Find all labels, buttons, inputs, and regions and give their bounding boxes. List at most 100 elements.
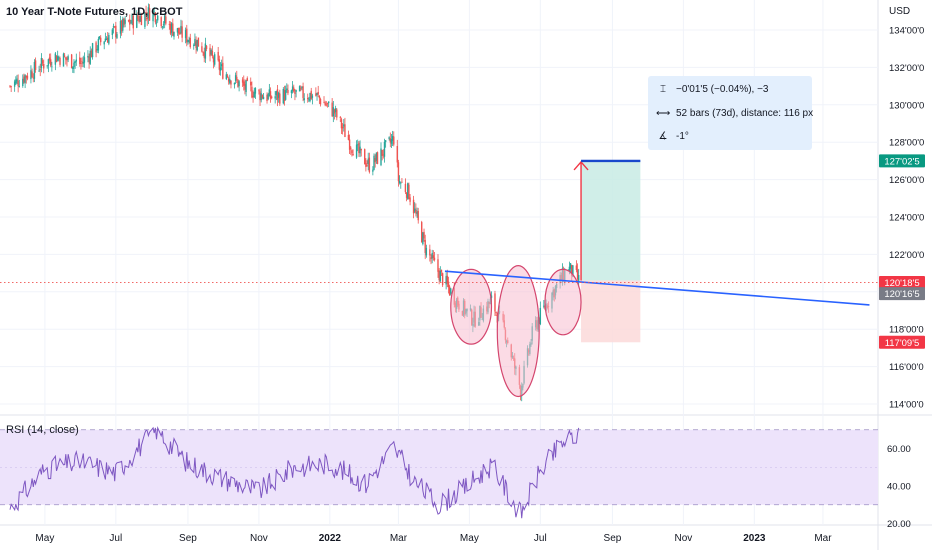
candle-body <box>130 22 132 24</box>
candle-body <box>430 257 432 260</box>
candle-body <box>365 163 367 167</box>
candle-body <box>284 90 287 100</box>
candle-body <box>98 36 101 39</box>
candle-body <box>416 212 418 215</box>
candle-body <box>213 54 216 65</box>
x-tick-label: Mar <box>390 533 408 544</box>
candle-body <box>48 57 51 61</box>
candle-body <box>283 89 286 101</box>
candle-body <box>43 63 45 69</box>
candle-body <box>367 158 369 165</box>
candle-body <box>391 135 394 141</box>
candle-body <box>132 15 134 29</box>
candle-body <box>111 29 114 36</box>
candle-body <box>295 89 297 92</box>
candle-body <box>140 15 143 26</box>
candle-body <box>315 93 317 96</box>
candle-body <box>236 76 238 80</box>
x-tick-label: Jul <box>534 533 547 544</box>
candle-body <box>293 87 295 92</box>
candle-body <box>490 295 493 298</box>
rsi-tick-label: 60.00 <box>887 444 911 455</box>
candle-body <box>298 86 301 92</box>
candle-body <box>83 57 86 63</box>
candle-body <box>445 276 447 285</box>
candle-body <box>241 79 244 83</box>
candle-body <box>397 162 400 182</box>
x-tick-label: Sep <box>179 533 197 544</box>
candle-body <box>197 37 200 47</box>
candle-body <box>409 197 411 202</box>
candle-body <box>250 81 252 86</box>
candle-body <box>274 96 276 99</box>
candle-body <box>343 124 345 127</box>
candle-body <box>162 24 165 26</box>
candle-body <box>414 208 416 212</box>
candle-body <box>196 39 198 51</box>
candle-body <box>398 181 401 183</box>
candle-body <box>319 98 322 105</box>
measure-price-text: −0'01'5 (−0.04%), −3 <box>676 83 769 95</box>
candle-body <box>230 80 232 85</box>
candle-body <box>122 18 124 31</box>
stop-price-tag-text: 117'09'5 <box>885 338 920 349</box>
candle-body <box>277 92 280 98</box>
candle-body <box>9 85 11 87</box>
candle-body <box>212 57 215 63</box>
x-tick-label: Jul <box>109 533 122 544</box>
candle-body <box>103 41 105 45</box>
candle-body <box>382 154 385 156</box>
candle-body <box>279 93 281 104</box>
candle-body <box>40 57 43 69</box>
candle-body <box>417 210 419 221</box>
candle-body <box>323 102 325 104</box>
loss-zone <box>581 280 641 343</box>
candle-body <box>254 88 257 94</box>
candle-body <box>79 57 81 65</box>
candle-body <box>325 104 328 106</box>
neckline-trendline <box>444 270 870 306</box>
candle-body <box>176 28 179 33</box>
candle-body <box>160 17 162 27</box>
x-tick-label: Sep <box>604 533 622 544</box>
candle-body <box>355 144 358 158</box>
candle-body <box>389 138 392 143</box>
candle-body <box>137 15 139 20</box>
rsi-tick-label: 20.00 <box>887 519 911 530</box>
angle-icon: ∡ <box>658 130 668 142</box>
candle-body <box>373 155 375 170</box>
candle-body <box>316 92 318 96</box>
candle-body <box>204 43 207 59</box>
candle-body <box>310 90 312 99</box>
candle-body <box>210 49 212 55</box>
candle-body <box>10 86 12 88</box>
candle-body <box>318 95 321 99</box>
candle-body <box>147 7 150 19</box>
candle-body <box>276 89 279 100</box>
y-tick-label: 124'00'0 <box>889 213 924 224</box>
candle-body <box>181 26 183 38</box>
candle-body <box>155 22 158 24</box>
candle-body <box>148 8 151 21</box>
right-shoulder-ellipse <box>544 268 582 336</box>
candle-body <box>437 259 439 272</box>
candle-body <box>220 64 223 67</box>
candle-body <box>81 61 83 63</box>
candle-body <box>372 169 374 172</box>
candle-body <box>267 94 269 100</box>
candle-body <box>571 265 573 276</box>
candle-body <box>348 139 351 150</box>
candle-body <box>412 199 415 214</box>
candle-body <box>70 54 73 69</box>
candle-body <box>124 19 126 24</box>
candle-body <box>80 63 82 64</box>
candle-body <box>26 75 29 79</box>
candle-body <box>65 57 67 60</box>
candle-body <box>194 38 196 46</box>
candle-body <box>332 107 335 117</box>
candle-body <box>569 263 572 269</box>
candle-body <box>88 56 90 63</box>
candle-body <box>294 92 296 94</box>
